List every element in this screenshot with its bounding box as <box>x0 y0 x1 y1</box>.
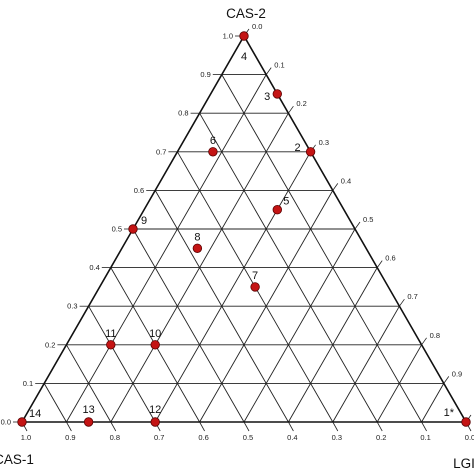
data-point <box>106 340 116 350</box>
bottom-tick-mark <box>332 421 339 432</box>
left-tick-label: 0.1 <box>23 379 33 388</box>
data-point <box>272 204 283 215</box>
right-tick-label: 0.2 <box>296 99 306 108</box>
right-tick-label: 0.5 <box>363 215 373 224</box>
right-tick-mark <box>354 221 361 230</box>
grid-line-cas1 <box>88 305 156 423</box>
data-point <box>17 417 27 427</box>
bottom-tick-mark <box>110 421 117 432</box>
grid-line-lgl <box>376 344 422 423</box>
data-point <box>128 224 138 234</box>
right-tick-label: 0.4 <box>341 176 351 185</box>
bottom-tick-label: 0.4 <box>287 433 297 442</box>
data-point <box>305 147 316 157</box>
left-tick-label: 0.2 <box>45 340 55 349</box>
grid-line-cas1 <box>221 74 422 423</box>
right-tick-mark <box>265 67 272 75</box>
bottom-tick-label: 1.0 <box>21 433 31 442</box>
right-tick-label: 0.9 <box>452 369 462 378</box>
left-tick-label: 0.0 <box>1 418 11 427</box>
point-label: 7 <box>252 270 258 282</box>
point-label: 10 <box>149 328 161 340</box>
right-tick-label: 0.1 <box>274 61 284 70</box>
right-tick-label: 0.0 <box>252 22 262 31</box>
left-tick-label: 1.0 <box>223 32 233 41</box>
bottom-tick-mark <box>288 421 294 432</box>
point-label: 13 <box>82 404 94 416</box>
bottom-tick-label: 0.3 <box>332 433 342 442</box>
vertex-label-left: CAS-1 <box>0 452 34 467</box>
axis-ticks: 0.0 0.1 0.2 0.3 0.4 0.5 0.6 0.7 0.8 0.9 1.0 0.0 0.1 0… <box>1 22 474 442</box>
bottom-tick-label: 0.9 <box>65 433 75 442</box>
right-tick-mark <box>376 260 383 268</box>
point-label: 1* <box>444 407 455 419</box>
data-point <box>208 147 218 157</box>
point-label: 3 <box>264 91 270 103</box>
point-label: 8 <box>194 231 200 243</box>
grid-lines <box>43 74 445 423</box>
point-label: 6 <box>210 135 216 147</box>
grid-line-lgl <box>66 74 267 423</box>
bottom-tick-mark <box>199 421 205 432</box>
bottom-tick-mark <box>243 421 250 432</box>
right-tick-label: 0.8 <box>430 331 440 340</box>
grid-line-lgl <box>288 267 378 423</box>
bottom-tick-label: 0.1 <box>420 433 430 442</box>
grid-line-lgl <box>332 305 400 423</box>
point-label: 2 <box>294 142 300 154</box>
bottom-tick-mark <box>66 421 72 432</box>
data-point <box>461 417 471 427</box>
vertex-label-top: CAS-2 <box>226 6 266 21</box>
data-point <box>239 31 249 41</box>
point-label: 4 <box>241 51 247 63</box>
left-tick-label: 0.8 <box>178 109 188 118</box>
point-label: 14 <box>29 408 41 420</box>
left-tick-label: 0.4 <box>89 263 99 272</box>
bottom-tick-label: 0.0 <box>465 433 474 442</box>
point-label: 5 <box>283 196 289 208</box>
data-point <box>192 243 203 254</box>
bottom-tick-label: 0.8 <box>110 433 120 442</box>
data-point <box>150 417 160 427</box>
right-tick-mark <box>399 298 405 307</box>
data-point <box>250 282 260 292</box>
left-tick-label: 0.9 <box>200 70 210 79</box>
right-tick-mark <box>443 376 450 384</box>
grid-line-lgl <box>421 383 445 423</box>
grid-line-cas1 <box>43 383 67 423</box>
left-tick-label: 0.7 <box>156 147 166 156</box>
bottom-tick-mark <box>376 421 383 432</box>
bottom-tick-label: 0.6 <box>198 433 208 442</box>
grid-line-lgl <box>243 228 356 423</box>
data-point <box>272 89 283 99</box>
right-tick-mark <box>332 183 339 191</box>
bottom-tick-mark <box>421 421 427 432</box>
data-point <box>83 417 94 427</box>
bottom-tick-label: 0.7 <box>154 433 164 442</box>
point-label: 11 <box>105 328 116 340</box>
right-tick-label: 0.3 <box>319 138 329 147</box>
bottom-tick-label: 0.5 <box>243 433 253 442</box>
grid-line-cas1 <box>132 228 245 423</box>
left-tick-label: 0.5 <box>112 225 122 234</box>
right-tick-label: 0.6 <box>385 254 395 263</box>
data-points <box>17 31 471 427</box>
left-tick-label: 0.6 <box>134 186 144 195</box>
point-label: 12 <box>149 404 161 416</box>
right-tick-label: 0.7 <box>407 292 417 301</box>
data-point <box>150 340 160 350</box>
right-tick-mark <box>288 105 294 114</box>
left-tick-label: 0.3 <box>67 302 77 311</box>
grid-line-cas1 <box>66 344 112 423</box>
vertex-label-right: LGI <box>453 456 474 471</box>
right-tick-mark <box>421 337 427 346</box>
grid-line-lgl <box>154 151 311 423</box>
point-labels: 1* 2 3 4 5 6 7 8 9 10 11 12 13 14 <box>29 51 455 420</box>
point-label: 9 <box>141 215 147 227</box>
bottom-tick-label: 0.2 <box>376 433 386 442</box>
